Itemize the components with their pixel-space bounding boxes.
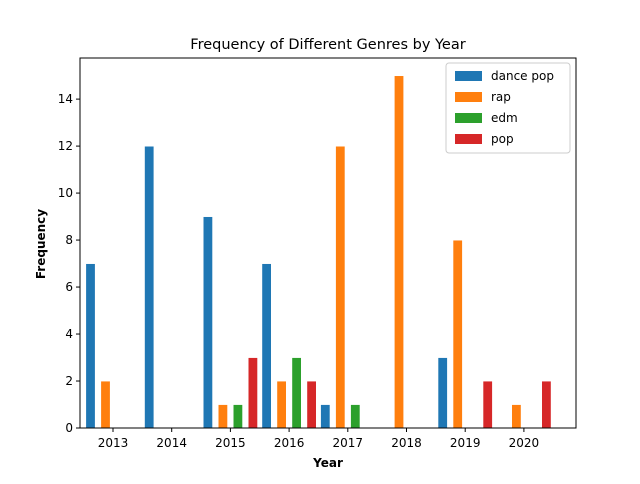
- bar-rap-2018: [393, 75, 405, 429]
- bar-rap-2017: [335, 145, 346, 429]
- bar-dance-pop-2015: [202, 216, 214, 429]
- bar-edm-2017: [350, 404, 361, 429]
- y-tick-label: 2: [65, 374, 73, 388]
- y-tick-label: 10: [58, 186, 73, 200]
- x-axis-label: Year: [312, 456, 343, 470]
- legend-swatch-edm: [455, 113, 482, 123]
- y-tick-label: 6: [65, 280, 73, 294]
- x-tick-label: 2017: [333, 436, 364, 450]
- bar-rap-2016: [276, 380, 287, 429]
- legend-label-rap: rap: [491, 90, 511, 104]
- y-tick-label: 14: [58, 92, 73, 106]
- plot-frame: [79, 57, 577, 429]
- legend: dance pop rap edm pop: [445, 62, 571, 154]
- y-tick-label: 12: [58, 139, 73, 153]
- bar-edm-2015: [232, 404, 244, 429]
- bar-pop-2020: [541, 380, 552, 429]
- legend-label-pop: pop: [491, 132, 514, 146]
- bar-dance-pop-2014: [143, 145, 155, 429]
- bar-pop-2019: [482, 380, 493, 429]
- x-tick-label: 2018: [391, 436, 422, 450]
- bars-group: [85, 75, 552, 429]
- x-tick-label: 2019: [450, 436, 481, 450]
- legend-swatch-rap: [455, 92, 482, 102]
- y-tick-label: 8: [65, 233, 73, 247]
- chart-title: Frequency of Different Genres by Year: [190, 37, 465, 53]
- bar-rap-2020: [511, 404, 522, 429]
- y-tick-label: 0: [65, 421, 73, 435]
- bar-rap-2015: [217, 404, 229, 429]
- y-axis-ticks: 0 2 4 6 8 10 12 14: [58, 92, 80, 435]
- y-tick-label: 4: [65, 327, 73, 341]
- legend-swatch-pop: [455, 134, 482, 144]
- x-tick-label: 2013: [98, 436, 129, 450]
- bar-dance-pop-2017: [320, 404, 331, 429]
- bar-pop-2015: [247, 357, 259, 429]
- bar-edm-2016: [291, 357, 302, 429]
- legend-label-edm: edm: [491, 111, 518, 125]
- x-axis-ticks: 2013 2014 2015 2016 2017 2018 2019 2020: [98, 428, 539, 450]
- x-tick-label: 2016: [274, 436, 305, 450]
- bar-dance-pop-2019: [437, 357, 448, 429]
- bar-rap-2019: [452, 239, 463, 429]
- bar-dance-pop-2016: [261, 263, 272, 429]
- x-tick-label: 2014: [156, 436, 187, 450]
- legend-box: [445, 62, 571, 154]
- bar-rap-2013: [100, 380, 111, 429]
- bar-pop-2016: [306, 380, 317, 429]
- legend-swatch-dance-pop: [455, 71, 482, 81]
- x-tick-label: 2020: [509, 436, 540, 450]
- x-tick-label: 2015: [215, 436, 246, 450]
- y-axis-label: Frequency: [34, 209, 48, 279]
- bar-dance-pop-2013: [85, 263, 96, 429]
- legend-label-dance-pop: dance pop: [491, 69, 554, 83]
